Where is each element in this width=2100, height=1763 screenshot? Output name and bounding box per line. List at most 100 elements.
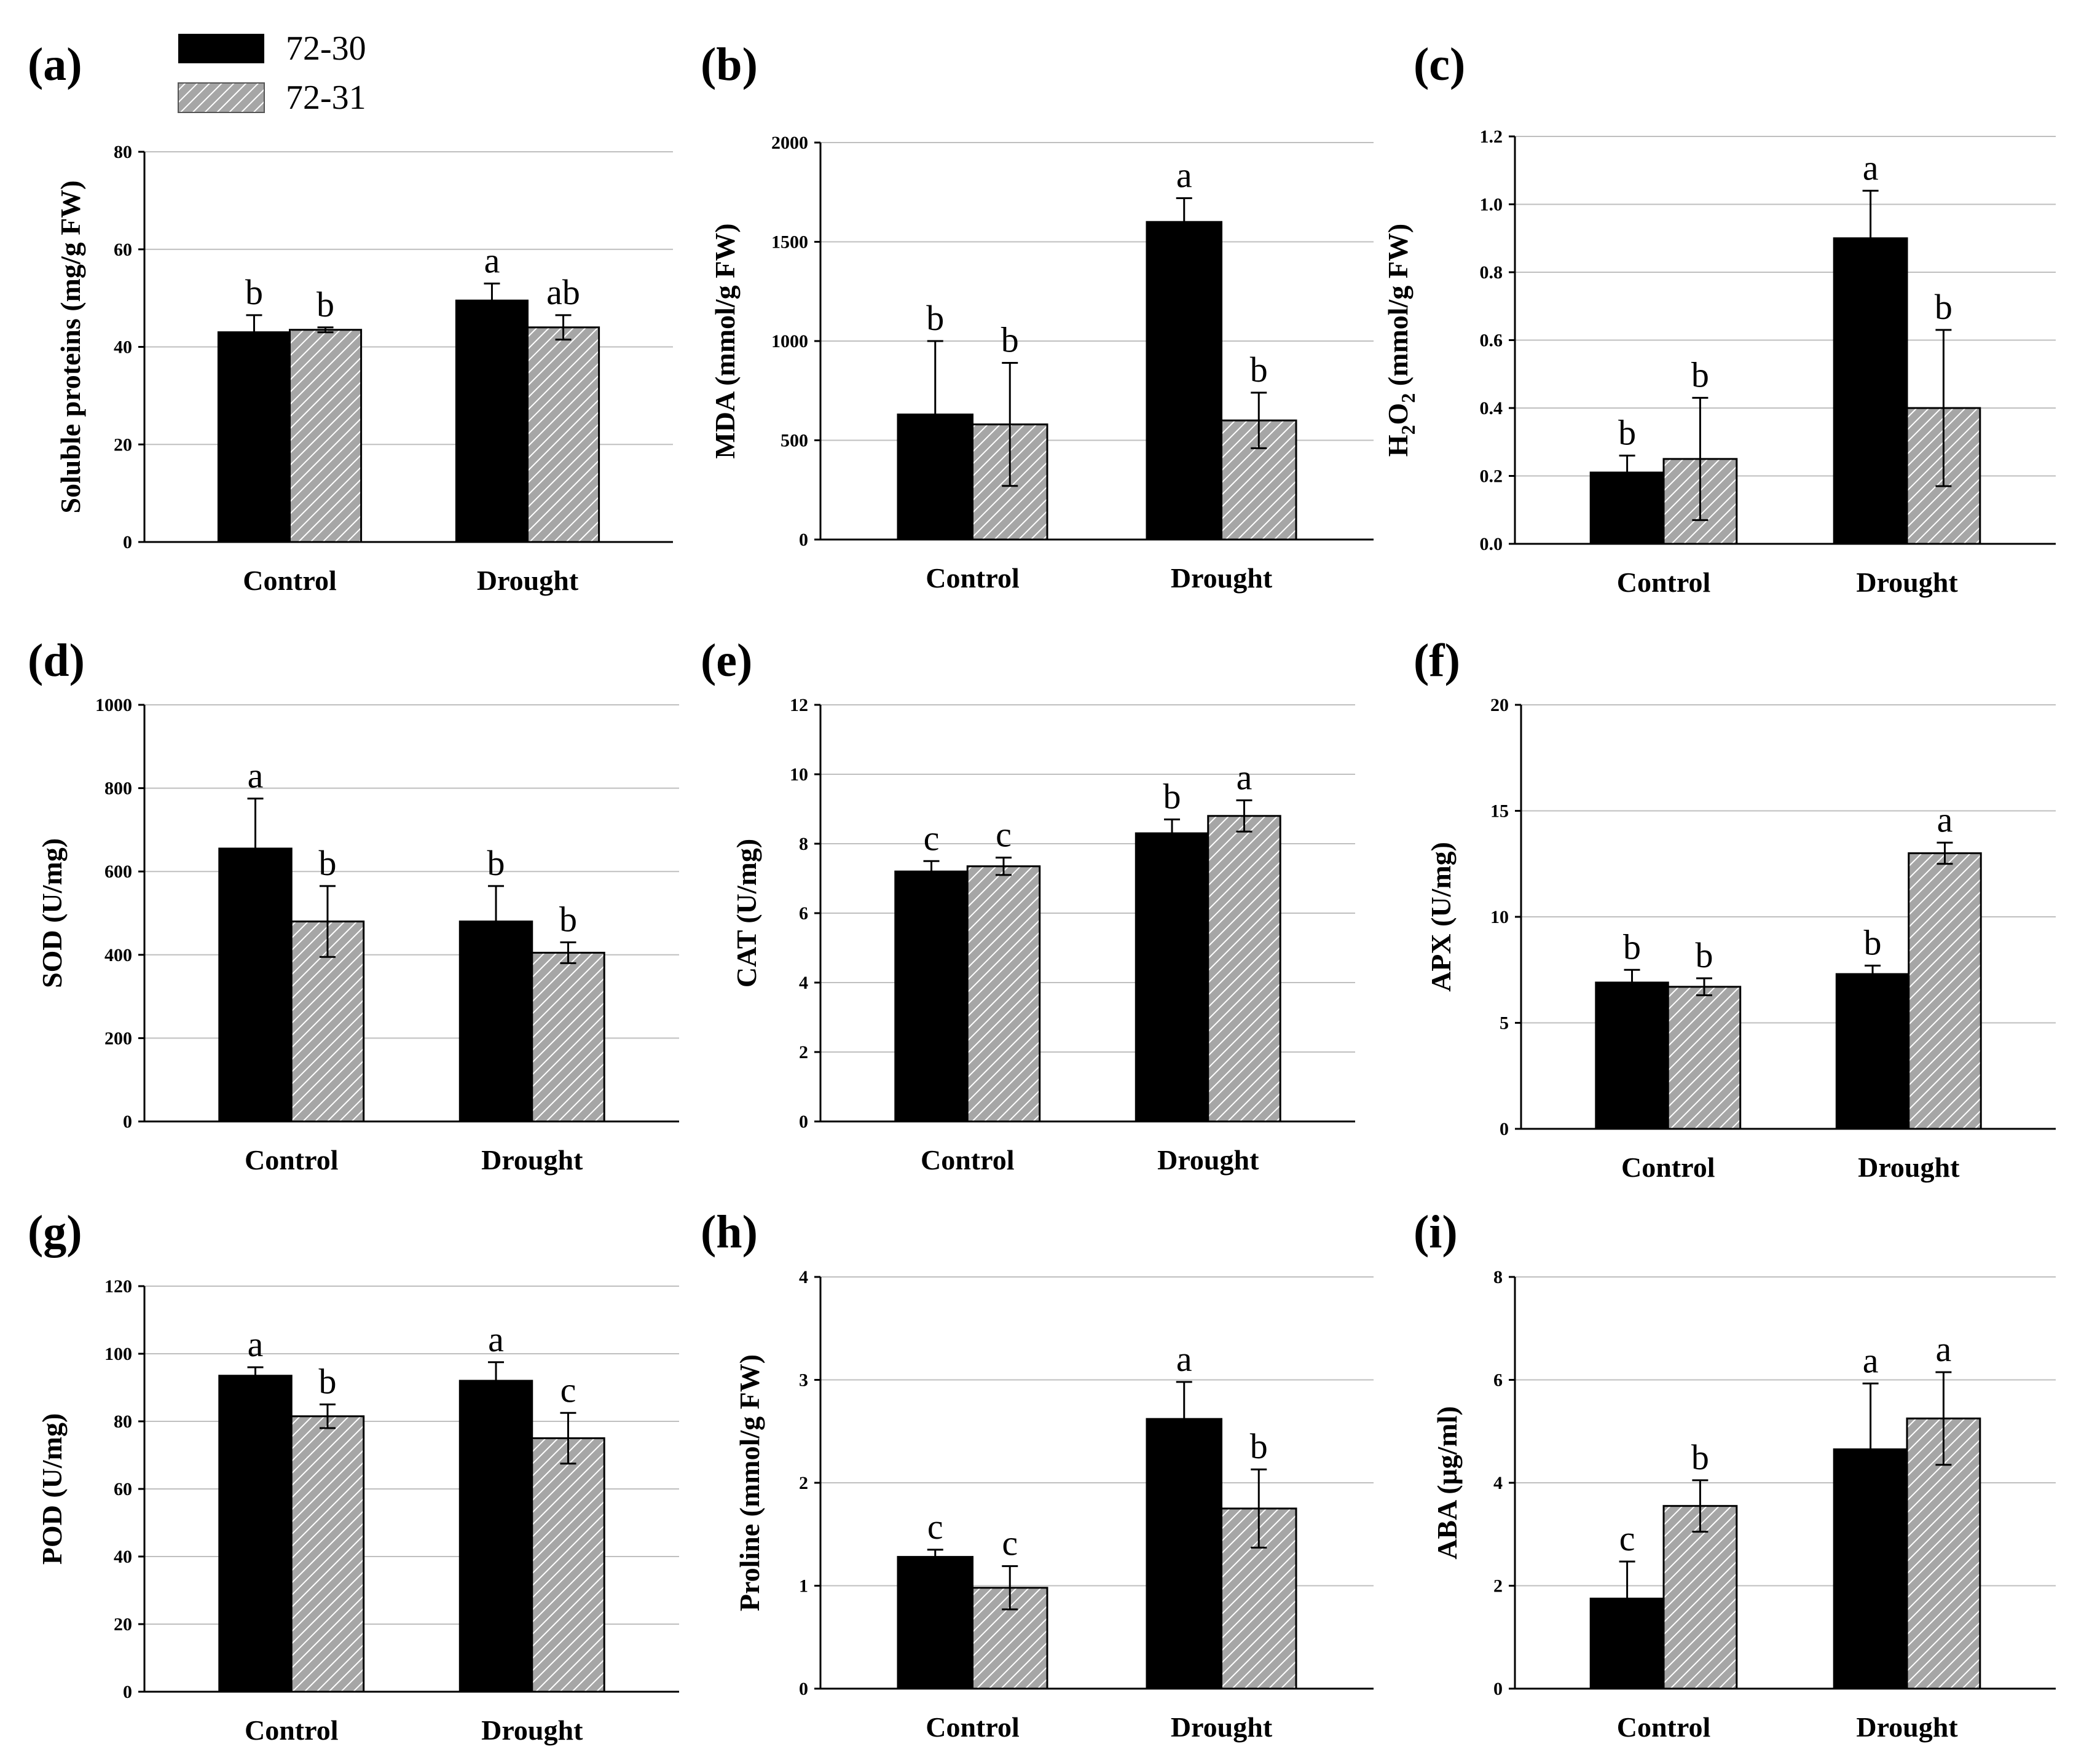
significance-letter: a: [1176, 1339, 1192, 1379]
bar-72-30-drought: [1146, 221, 1222, 541]
significance-letter: b: [318, 843, 336, 883]
bar-72-31-control: [966, 865, 1041, 1123]
bar-72-31-drought: [1908, 852, 1982, 1130]
panel-b: b b Control a b Drought 0 500 1000 1500 2000 MDA (m…: [701, 39, 1374, 594]
y-tick-label: 1000: [95, 695, 132, 715]
y-tick-label: 600: [104, 862, 132, 882]
y-tick-label: 0: [1500, 1119, 1509, 1139]
bar-72-30-drought: [458, 1380, 533, 1693]
y-axis-label: Soluble proteins (mg/g FW): [55, 180, 86, 513]
significance-letter: a: [484, 240, 500, 280]
bar-72-31-drought: [531, 951, 605, 1123]
y-tick-label: 20: [114, 1614, 132, 1635]
significance-letter: b: [1935, 287, 1953, 327]
category-label-drought: Drought: [1157, 1144, 1259, 1176]
significance-letter: a: [248, 756, 264, 796]
panel-h: c c Control a b Drought 0 1 2 3 4 Proline (mmol/g F…: [701, 1206, 1374, 1743]
y-tick-label: 6: [799, 903, 808, 924]
y-tick-label: 20: [1490, 695, 1509, 715]
y-axis-label: H2O2 (mmol/g FW): [1382, 224, 1419, 457]
y-axis-label: Proline (mmol/g FW): [734, 1354, 765, 1611]
significance-letter: c: [1002, 1523, 1018, 1563]
panel-label: (i): [1414, 1206, 1458, 1258]
category-label-control: Control: [245, 1714, 339, 1746]
y-tick-label: 1: [799, 1576, 808, 1596]
bar-72-31-control: [1667, 986, 1742, 1130]
y-tick-label: 500: [781, 431, 808, 451]
significance-letter: b: [1250, 350, 1268, 390]
y-tick-label: 6: [1493, 1370, 1503, 1391]
significance-letter: b: [1623, 927, 1641, 967]
bar-72-30-control: [217, 331, 291, 543]
category-label-drought: Drought: [1856, 567, 1958, 598]
y-tick-label: 20: [114, 434, 132, 455]
significance-letter: b: [1618, 412, 1636, 452]
category-label-control: Control: [243, 565, 337, 596]
category-label-drought: Drought: [1171, 1711, 1273, 1743]
y-tick-label: 15: [1490, 801, 1509, 822]
bar-72-30-control: [1595, 981, 1669, 1130]
panel-e: c c Control b a Drought 0 2 4 6 8 10 12 CAT (U/mg) (e): [701, 635, 1355, 1176]
category-label-control: Control: [1617, 1711, 1711, 1743]
y-axis-label: APX (U/mg): [1425, 842, 1457, 992]
y-tick-label: 0.4: [1480, 398, 1503, 418]
bar-72-30-control: [894, 870, 969, 1123]
significance-letter: a: [1863, 1340, 1879, 1380]
panel-label: (a): [28, 39, 82, 90]
significance-letter: b: [1250, 1426, 1268, 1466]
bar-72-30-drought: [1835, 973, 1910, 1130]
legend-label-72-30: 72-30: [286, 29, 366, 68]
panel-label: (c): [1414, 39, 1465, 90]
legend-swatch-72-31: [178, 82, 265, 113]
significance-letter: c: [927, 1507, 943, 1547]
y-tick-label: 0: [799, 1679, 808, 1699]
category-label-control: Control: [921, 1144, 1015, 1176]
category-label-control: Control: [1617, 567, 1711, 598]
significance-letter: a: [1237, 757, 1253, 797]
y-tick-label: 100: [104, 1344, 132, 1364]
y-tick-label: 12: [790, 695, 808, 715]
category-label-drought: Drought: [1171, 562, 1273, 594]
bar-72-31-control: [1662, 1505, 1738, 1690]
significance-letter: c: [996, 815, 1012, 855]
y-tick-label: 10: [790, 764, 808, 785]
y-tick-label: 4: [799, 973, 808, 993]
significance-letter: a: [1937, 799, 1953, 839]
y-tick-label: 10: [1490, 907, 1509, 927]
significance-letter: c: [924, 818, 940, 858]
y-tick-label: 60: [114, 240, 132, 260]
significance-letter: b: [559, 899, 577, 939]
significance-letter: c: [1619, 1518, 1635, 1558]
legend: 72-30 72-31: [178, 29, 366, 117]
bar-72-30-control: [897, 1556, 973, 1690]
y-tick-label: 120: [104, 1276, 132, 1297]
y-tick-label: 4: [799, 1267, 808, 1287]
y-tick-label: 0.2: [1480, 466, 1503, 487]
bar-72-30-drought: [1135, 832, 1209, 1123]
bar-72-30-control: [218, 1375, 293, 1693]
y-tick-label: 2: [1493, 1576, 1503, 1596]
y-tick-label: 2: [799, 1473, 808, 1493]
significance-letter: b: [1001, 320, 1019, 360]
category-label-drought: Drought: [481, 1714, 583, 1746]
y-tick-label: 0: [799, 530, 808, 550]
significance-letter: b: [487, 843, 505, 883]
bar-72-30-drought: [455, 299, 529, 543]
significance-letter: a: [1863, 147, 1879, 187]
y-tick-label: 40: [114, 1547, 132, 1567]
y-tick-label: 80: [114, 1412, 132, 1432]
y-tick-label: 200: [104, 1028, 132, 1048]
panel-a: b b Control a ab Drought 0 20 40 60 80 Soluble prot…: [28, 39, 673, 596]
significance-letter: c: [560, 1370, 576, 1410]
significance-letter: b: [245, 272, 263, 312]
panel-label: (h): [701, 1206, 758, 1258]
category-label-control: Control: [245, 1144, 339, 1176]
y-axis-label: CAT (U/mg): [731, 839, 762, 988]
y-tick-label: 0.0: [1480, 534, 1503, 554]
panel-i: c b Control a a Drought 0 2 4 6 8 ABA (μg/ml) (i): [1414, 1206, 2056, 1743]
y-tick-label: 4: [1493, 1473, 1503, 1493]
significance-letter: a: [1176, 155, 1192, 195]
y-tick-label: 1500: [771, 232, 808, 253]
panel-label: (f): [1414, 635, 1460, 686]
bar-72-31-drought: [1207, 815, 1281, 1123]
